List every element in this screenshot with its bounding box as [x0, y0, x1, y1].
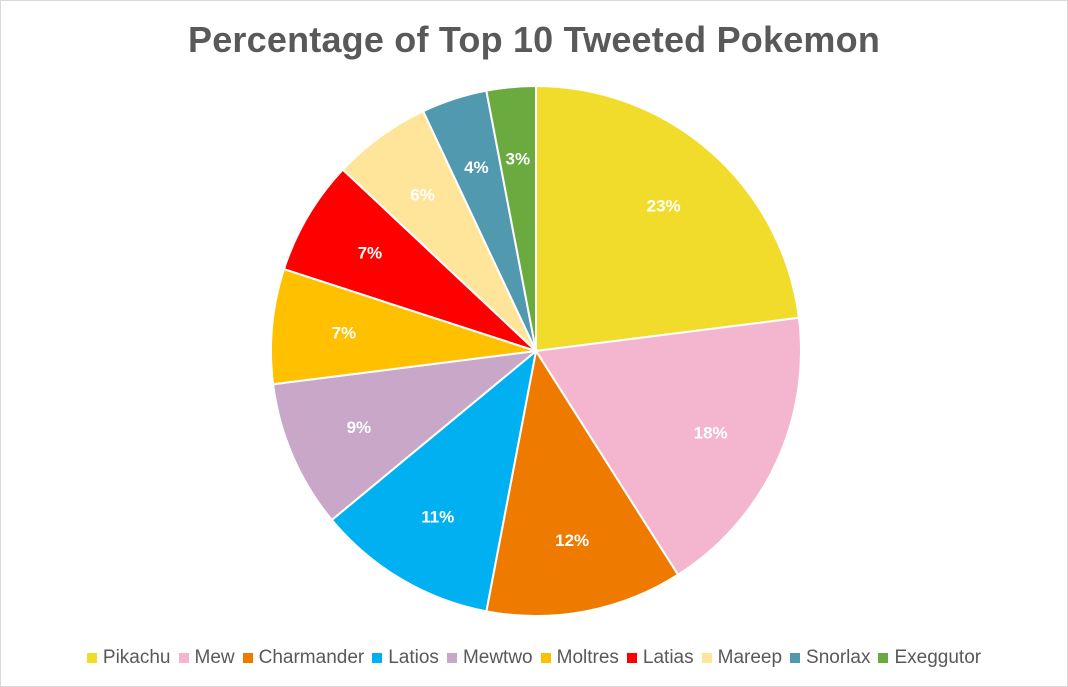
legend-swatch-mew	[178, 653, 189, 663]
legend-item-pikachu: Pikachu	[86, 647, 171, 669]
legend-item-mew: Mew	[178, 647, 235, 669]
legend-swatch-snorlax	[790, 653, 801, 663]
data-label-exeggutor: 3%	[506, 149, 531, 168]
legend-item-snorlax: Snorlax	[790, 647, 870, 669]
legend-item-latios: Latios	[372, 647, 439, 669]
pie-slice-exeggutor	[485, 84, 537, 352]
pie-slice-charmander	[485, 348, 680, 617]
pie-slice-pikachu	[535, 84, 801, 353]
data-label-latias: 7%	[358, 243, 383, 262]
legend-item-latias: Latias	[626, 647, 694, 669]
legend-label-mew: Mew	[194, 647, 235, 668]
legend-item-moltres: Moltres	[540, 647, 619, 669]
legend-swatch-charmander	[242, 653, 253, 663]
data-label-pikachu: 23%	[647, 197, 681, 216]
legend-item-exeggutor: Exeggutor	[878, 647, 981, 669]
legend: Pikachu Mew Charmander Latios Mewtwo Moltres L…	[1, 647, 1067, 669]
data-label-mareep: 6%	[410, 185, 435, 204]
data-label-latios: 11%	[421, 508, 454, 527]
pie-slice-latios	[330, 348, 538, 613]
pie-slice-mewtwo	[271, 349, 540, 522]
legend-swatch-latias	[626, 653, 637, 663]
data-label-mewtwo: 9%	[347, 418, 372, 437]
pie-slice-mew	[534, 316, 802, 577]
legend-label-exeggutor: Exeggutor	[894, 647, 982, 668]
legend-label-latias: Latias	[642, 647, 694, 668]
legend-label-mareep: Mareep	[717, 647, 783, 668]
legend-item-mewtwo: Mewtwo	[446, 647, 533, 669]
chart-title: Percentage of Top 10 Tweeted Pokemon	[187, 19, 881, 60]
legend-swatch-mewtwo	[446, 653, 457, 663]
legend-swatch-exeggutor	[878, 653, 889, 663]
legend-item-mareep: Mareep	[701, 647, 783, 669]
legend-label-charmander: Charmander	[258, 647, 365, 668]
pie-slice-latias	[282, 168, 537, 352]
legend-swatch-latios	[372, 653, 383, 663]
legend-label-snorlax: Snorlax	[806, 647, 871, 668]
legend-swatch-mareep	[701, 653, 712, 663]
pie-slice-moltres	[270, 267, 537, 386]
legend-label-moltres: Moltres	[556, 647, 619, 668]
data-label-moltres: 7%	[332, 323, 357, 342]
data-label-mew: 18%	[694, 424, 728, 443]
data-label-charmander: 12%	[555, 531, 589, 550]
data-label-snorlax: 4%	[464, 158, 489, 177]
legend-item-charmander: Charmander	[242, 647, 365, 669]
legend-label-latios: Latios	[388, 647, 439, 668]
legend-swatch-moltres	[540, 653, 551, 663]
legend-label-pikachu: Pikachu	[102, 647, 171, 668]
legend-label-mewtwo: Mewtwo	[462, 647, 533, 668]
legend-swatch-pikachu	[86, 653, 97, 663]
